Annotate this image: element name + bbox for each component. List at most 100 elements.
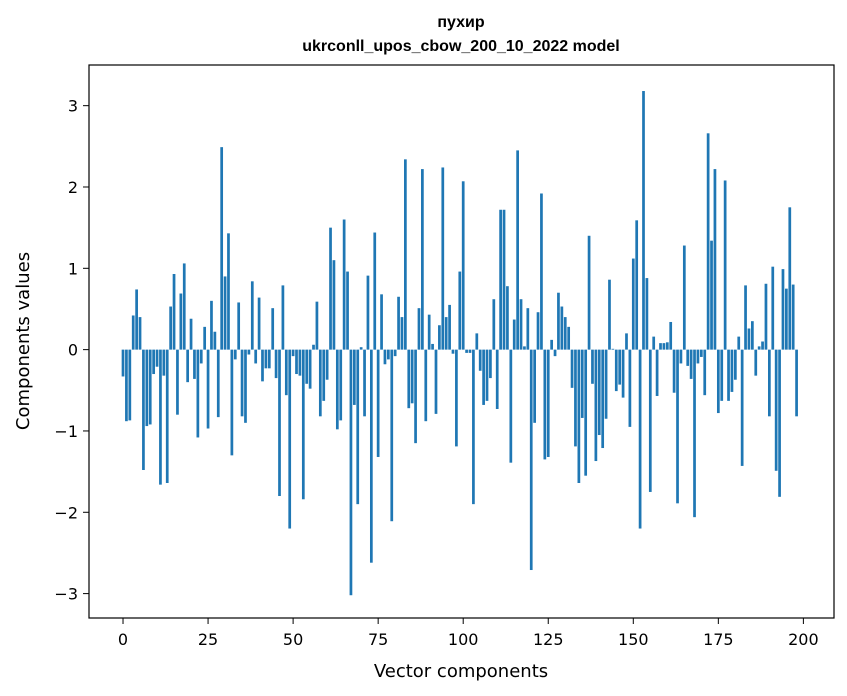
bar-17: [179, 293, 183, 350]
y-axis-ticks: −3 −2 −1 0 1 2 3: [54, 97, 89, 604]
bar-134: [577, 349, 581, 483]
bar-139: [594, 349, 598, 462]
bar-51: [295, 349, 298, 375]
bar-147: [621, 349, 625, 398]
bar-95: [444, 317, 448, 350]
x-tick-label: 175: [703, 630, 734, 649]
bar-26: [210, 300, 213, 350]
bar-55: [308, 349, 312, 389]
bar-15: [172, 274, 176, 350]
bar-162: [672, 349, 676, 393]
bar-170: [699, 349, 703, 357]
bar-126: [550, 339, 554, 350]
bar-39: [254, 349, 258, 364]
bar-167: [689, 349, 693, 379]
x-tick-label: 25: [198, 630, 218, 649]
bar-152: [638, 349, 642, 529]
bar-8: [148, 349, 152, 425]
bar-161: [669, 321, 673, 350]
bar-149: [628, 349, 632, 427]
bar-136: [584, 349, 588, 476]
bar-61: [329, 227, 332, 350]
bar-35: [240, 349, 244, 417]
bar-116: [516, 150, 519, 350]
bar-145: [614, 349, 618, 392]
bar-54: [305, 349, 309, 384]
bar-78: [387, 349, 390, 360]
bar-50: [291, 349, 295, 357]
bar-190: [768, 349, 771, 417]
bar-92: [434, 349, 438, 414]
bar-91: [431, 343, 434, 350]
bar-68: [352, 349, 356, 405]
bar-101: [465, 349, 468, 353]
bar-22: [196, 349, 200, 438]
bar-40: [257, 297, 261, 350]
bar-158: [659, 343, 662, 350]
bar-75: [376, 349, 380, 457]
x-tick-label: 125: [533, 630, 564, 649]
bar-99: [458, 271, 462, 350]
bar-111: [499, 209, 502, 350]
bar-85: [410, 349, 414, 404]
bar-29: [220, 147, 224, 350]
bar-96: [448, 304, 451, 350]
bar-84: [407, 349, 411, 409]
bar-140: [597, 349, 601, 436]
bar-52: [298, 349, 302, 376]
bar-189: [764, 283, 768, 350]
bar-108: [489, 349, 492, 379]
bar-41: [261, 349, 264, 382]
bar-48: [284, 349, 288, 396]
bar-125: [546, 349, 550, 457]
bar-77: [383, 349, 387, 365]
bar-46: [278, 349, 281, 497]
bar-148: [625, 333, 628, 350]
bar-121: [533, 349, 536, 423]
bar-181: [737, 336, 741, 350]
bar-165: [682, 245, 686, 350]
bar-30: [223, 276, 227, 350]
bar-79: [390, 349, 394, 522]
bar-155: [648, 349, 652, 492]
bar-193: [778, 349, 781, 497]
bar-44: [271, 308, 275, 350]
bar-128: [557, 292, 560, 350]
bar-169: [696, 349, 700, 364]
bar-20: [189, 318, 193, 350]
bar-178: [727, 349, 730, 401]
bar-4: [135, 289, 138, 350]
chart-title: пухир: [437, 14, 484, 31]
bar-102: [468, 349, 472, 353]
bar-33: [233, 349, 237, 360]
bar-24: [203, 326, 207, 350]
bar-53: [301, 349, 305, 500]
bar-94: [441, 167, 445, 350]
bar-123: [540, 193, 543, 350]
bar-23: [199, 349, 203, 364]
bar-42: [264, 349, 268, 369]
bar-0: [121, 349, 125, 377]
bar-115: [512, 319, 516, 350]
bar-114: [509, 349, 513, 463]
bar-146: [618, 349, 622, 385]
y-tick-label: −1: [54, 422, 78, 441]
bar-5: [138, 317, 142, 350]
bar-34: [237, 302, 241, 350]
y-tick-label: 0: [68, 341, 78, 360]
bar-88: [421, 169, 424, 350]
bar-93: [438, 325, 441, 350]
bar-64: [339, 349, 343, 421]
bar-28: [216, 349, 220, 418]
bar-9: [152, 349, 155, 375]
bar-6: [142, 349, 145, 470]
bar-76: [380, 294, 383, 350]
bar-129: [560, 306, 564, 350]
bar-168: [693, 349, 696, 518]
bar-113: [506, 286, 509, 350]
bar-132: [570, 349, 574, 388]
bar-43: [267, 349, 271, 369]
bar-182: [740, 349, 744, 466]
bar-176: [720, 349, 724, 401]
